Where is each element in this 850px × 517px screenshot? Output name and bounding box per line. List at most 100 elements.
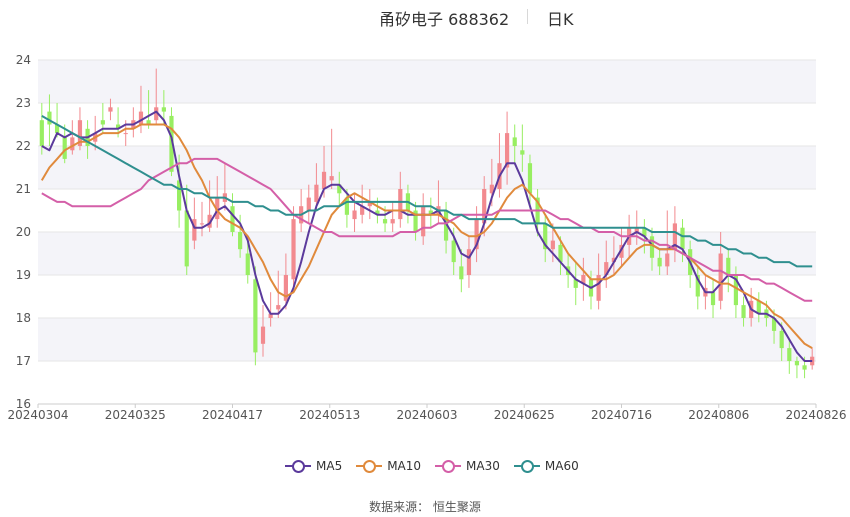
candle-body <box>558 244 563 263</box>
candle-body <box>520 150 525 155</box>
data-source: 数据来源： 恒生聚源 <box>369 500 481 514</box>
x-tick-label: 20240716 <box>591 408 652 422</box>
candle-body <box>718 253 723 301</box>
candle-body <box>215 197 220 220</box>
x-tick-label: 20240325 <box>105 408 166 422</box>
candle-body <box>581 275 586 284</box>
legend-item-ma10[interactable]: MA10 <box>356 459 421 473</box>
candle-body <box>466 249 472 275</box>
candle-body <box>398 189 403 220</box>
candle-body <box>642 227 647 237</box>
candle-body <box>245 253 250 275</box>
x-tick-label: 20240806 <box>688 408 749 422</box>
y-tick-label: 22 <box>16 139 31 153</box>
candle-body <box>344 197 350 215</box>
candle-body <box>756 300 761 314</box>
candlestick-chart: 16 17 18 19 20 21 22 23 24 20240304 20240325 202404… <box>7 53 846 422</box>
candle-body <box>306 197 311 211</box>
y-tick-label: 16 <box>16 397 31 411</box>
legend-item-ma60[interactable]: MA60 <box>513 459 579 473</box>
candle-body <box>39 120 44 146</box>
candle-body <box>459 266 464 280</box>
candle-body <box>527 163 533 194</box>
candle-body <box>337 184 342 194</box>
legend-swatch-ma60 <box>513 459 540 473</box>
y-tick-label: 21 <box>16 182 31 196</box>
candle-body <box>108 107 113 112</box>
candle-body <box>428 210 433 215</box>
candle-body <box>291 219 296 280</box>
grid-band <box>38 232 816 275</box>
x-tick-label: 20240513 <box>299 408 360 422</box>
grid-band <box>38 318 816 361</box>
candle-body <box>794 361 800 366</box>
legend-item-ma5[interactable]: MA5 <box>285 459 342 473</box>
candle-body <box>779 330 784 349</box>
candle-body <box>329 176 334 181</box>
candle-body <box>184 210 189 267</box>
candle-body <box>192 219 197 241</box>
candle-body <box>161 107 166 112</box>
candle-body <box>375 210 380 215</box>
candle-body <box>77 120 83 146</box>
candle-body <box>276 305 281 310</box>
y-tick-label: 18 <box>16 311 31 325</box>
candle-body <box>695 275 700 297</box>
legend-swatch-ma30 <box>435 459 462 473</box>
y-tick-label: 24 <box>16 53 31 67</box>
candle-body <box>672 223 677 250</box>
candle-body <box>512 137 517 146</box>
candle-body <box>54 124 60 134</box>
candle-body <box>238 232 243 250</box>
candle-body <box>47 111 52 125</box>
candle-body <box>802 365 807 370</box>
x-tick-label: 20240625 <box>494 408 555 422</box>
legend-swatch-ma5 <box>285 459 311 473</box>
candle-body <box>260 326 266 344</box>
candle-body <box>62 137 67 159</box>
candle-body <box>474 219 479 250</box>
candle-body <box>230 206 235 232</box>
candle-body <box>657 257 662 267</box>
candle-body <box>177 180 182 211</box>
x-tick-label: 20240304 <box>7 408 68 422</box>
candle-body <box>115 124 121 129</box>
x-tick-label: 20240603 <box>396 408 457 422</box>
candle-body <box>604 262 609 275</box>
candle-body <box>710 292 716 306</box>
candle-body <box>550 240 555 250</box>
candle-body <box>451 240 456 263</box>
candle-body <box>733 275 739 306</box>
candle-body <box>771 318 777 331</box>
candle-body <box>199 223 205 225</box>
period-label[interactable]: 日K <box>547 10 574 29</box>
candle-body <box>596 275 601 301</box>
candle-body <box>138 111 144 125</box>
candle-body <box>390 219 395 224</box>
candle-body <box>253 279 258 353</box>
legend-item-ma30[interactable]: MA30 <box>435 459 500 473</box>
candle-body <box>352 210 357 220</box>
candle-body <box>268 313 273 318</box>
candle-body <box>726 257 731 275</box>
chart-header: 甬矽电子 688362 日K <box>0 6 850 29</box>
grid-band <box>38 60 816 103</box>
x-tick-label: 20240826 <box>785 408 846 422</box>
legend-label-ma5: MA5 <box>316 459 343 473</box>
y-tick-label: 19 <box>16 268 31 282</box>
candle-body <box>382 219 388 224</box>
candle-body <box>413 210 418 232</box>
legend-label-ma60: MA60 <box>544 459 579 473</box>
candle-body <box>573 279 578 288</box>
series-line-ma60 <box>41 115 813 268</box>
legend-swatch-ma10 <box>356 459 383 473</box>
candle-body <box>70 137 75 151</box>
series-line-ma30 <box>41 157 813 302</box>
candle-body <box>665 253 670 267</box>
candle-body <box>367 201 372 207</box>
stock-title: 甬矽电子 688362 <box>379 10 510 29</box>
candle-body <box>100 120 105 125</box>
candle-body <box>482 189 487 224</box>
grid-band <box>38 146 816 189</box>
candle-body <box>680 227 685 250</box>
